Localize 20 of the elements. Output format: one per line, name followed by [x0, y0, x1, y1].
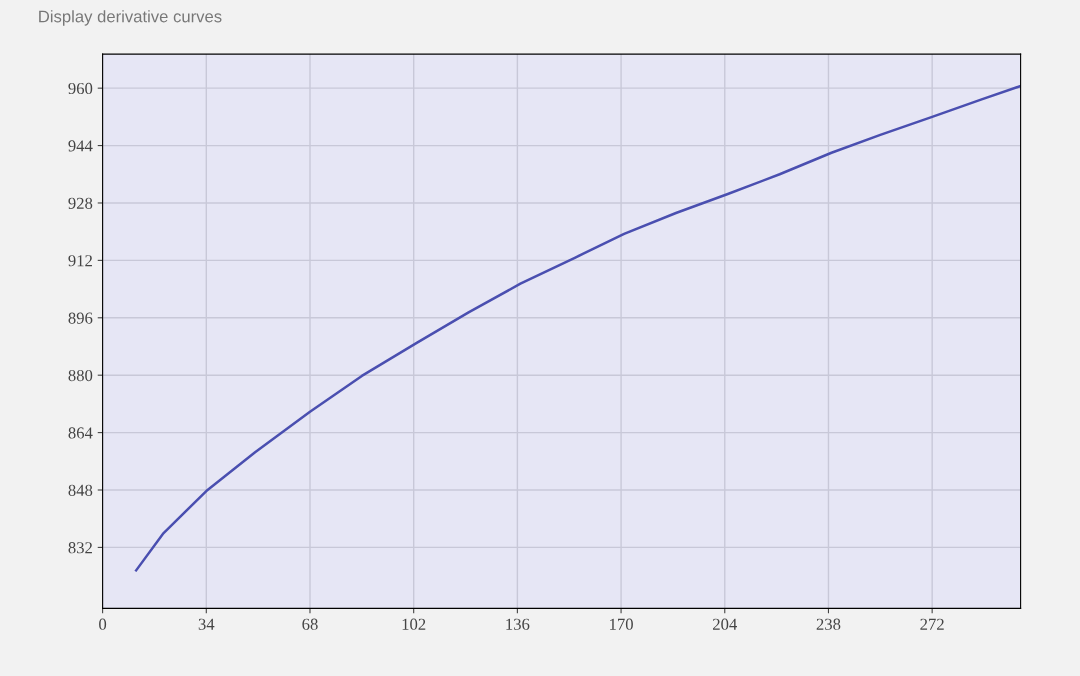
x-tick-label: 34: [198, 618, 215, 630]
text: Display derivative curves: [39, 10, 222, 26]
x-tick-label: 136: [506, 618, 530, 630]
y-tick-label: 944: [68, 140, 93, 152]
y-tick-label: 896: [68, 312, 93, 324]
y-tick-label: 928: [68, 197, 93, 209]
x-tick-label: 170: [610, 618, 633, 630]
x-tick-label: 204: [713, 618, 738, 630]
x-tick-label: 0: [99, 618, 107, 630]
x-tick-label: 238: [816, 618, 841, 630]
line-series: [134, 84, 1021, 572]
y-tick-label: 960: [68, 82, 93, 95]
x-tick-label: 102: [402, 618, 426, 630]
y-tick-label: 864: [68, 427, 93, 439]
x-tick-label: 272: [920, 618, 944, 630]
y-tick-label: 848: [68, 484, 93, 496]
y-tick-label: 912: [68, 255, 92, 267]
x-tick-label: 68: [302, 618, 318, 630]
y-tick-label: 832: [68, 542, 92, 554]
y-tick-label: 880: [68, 369, 93, 382]
